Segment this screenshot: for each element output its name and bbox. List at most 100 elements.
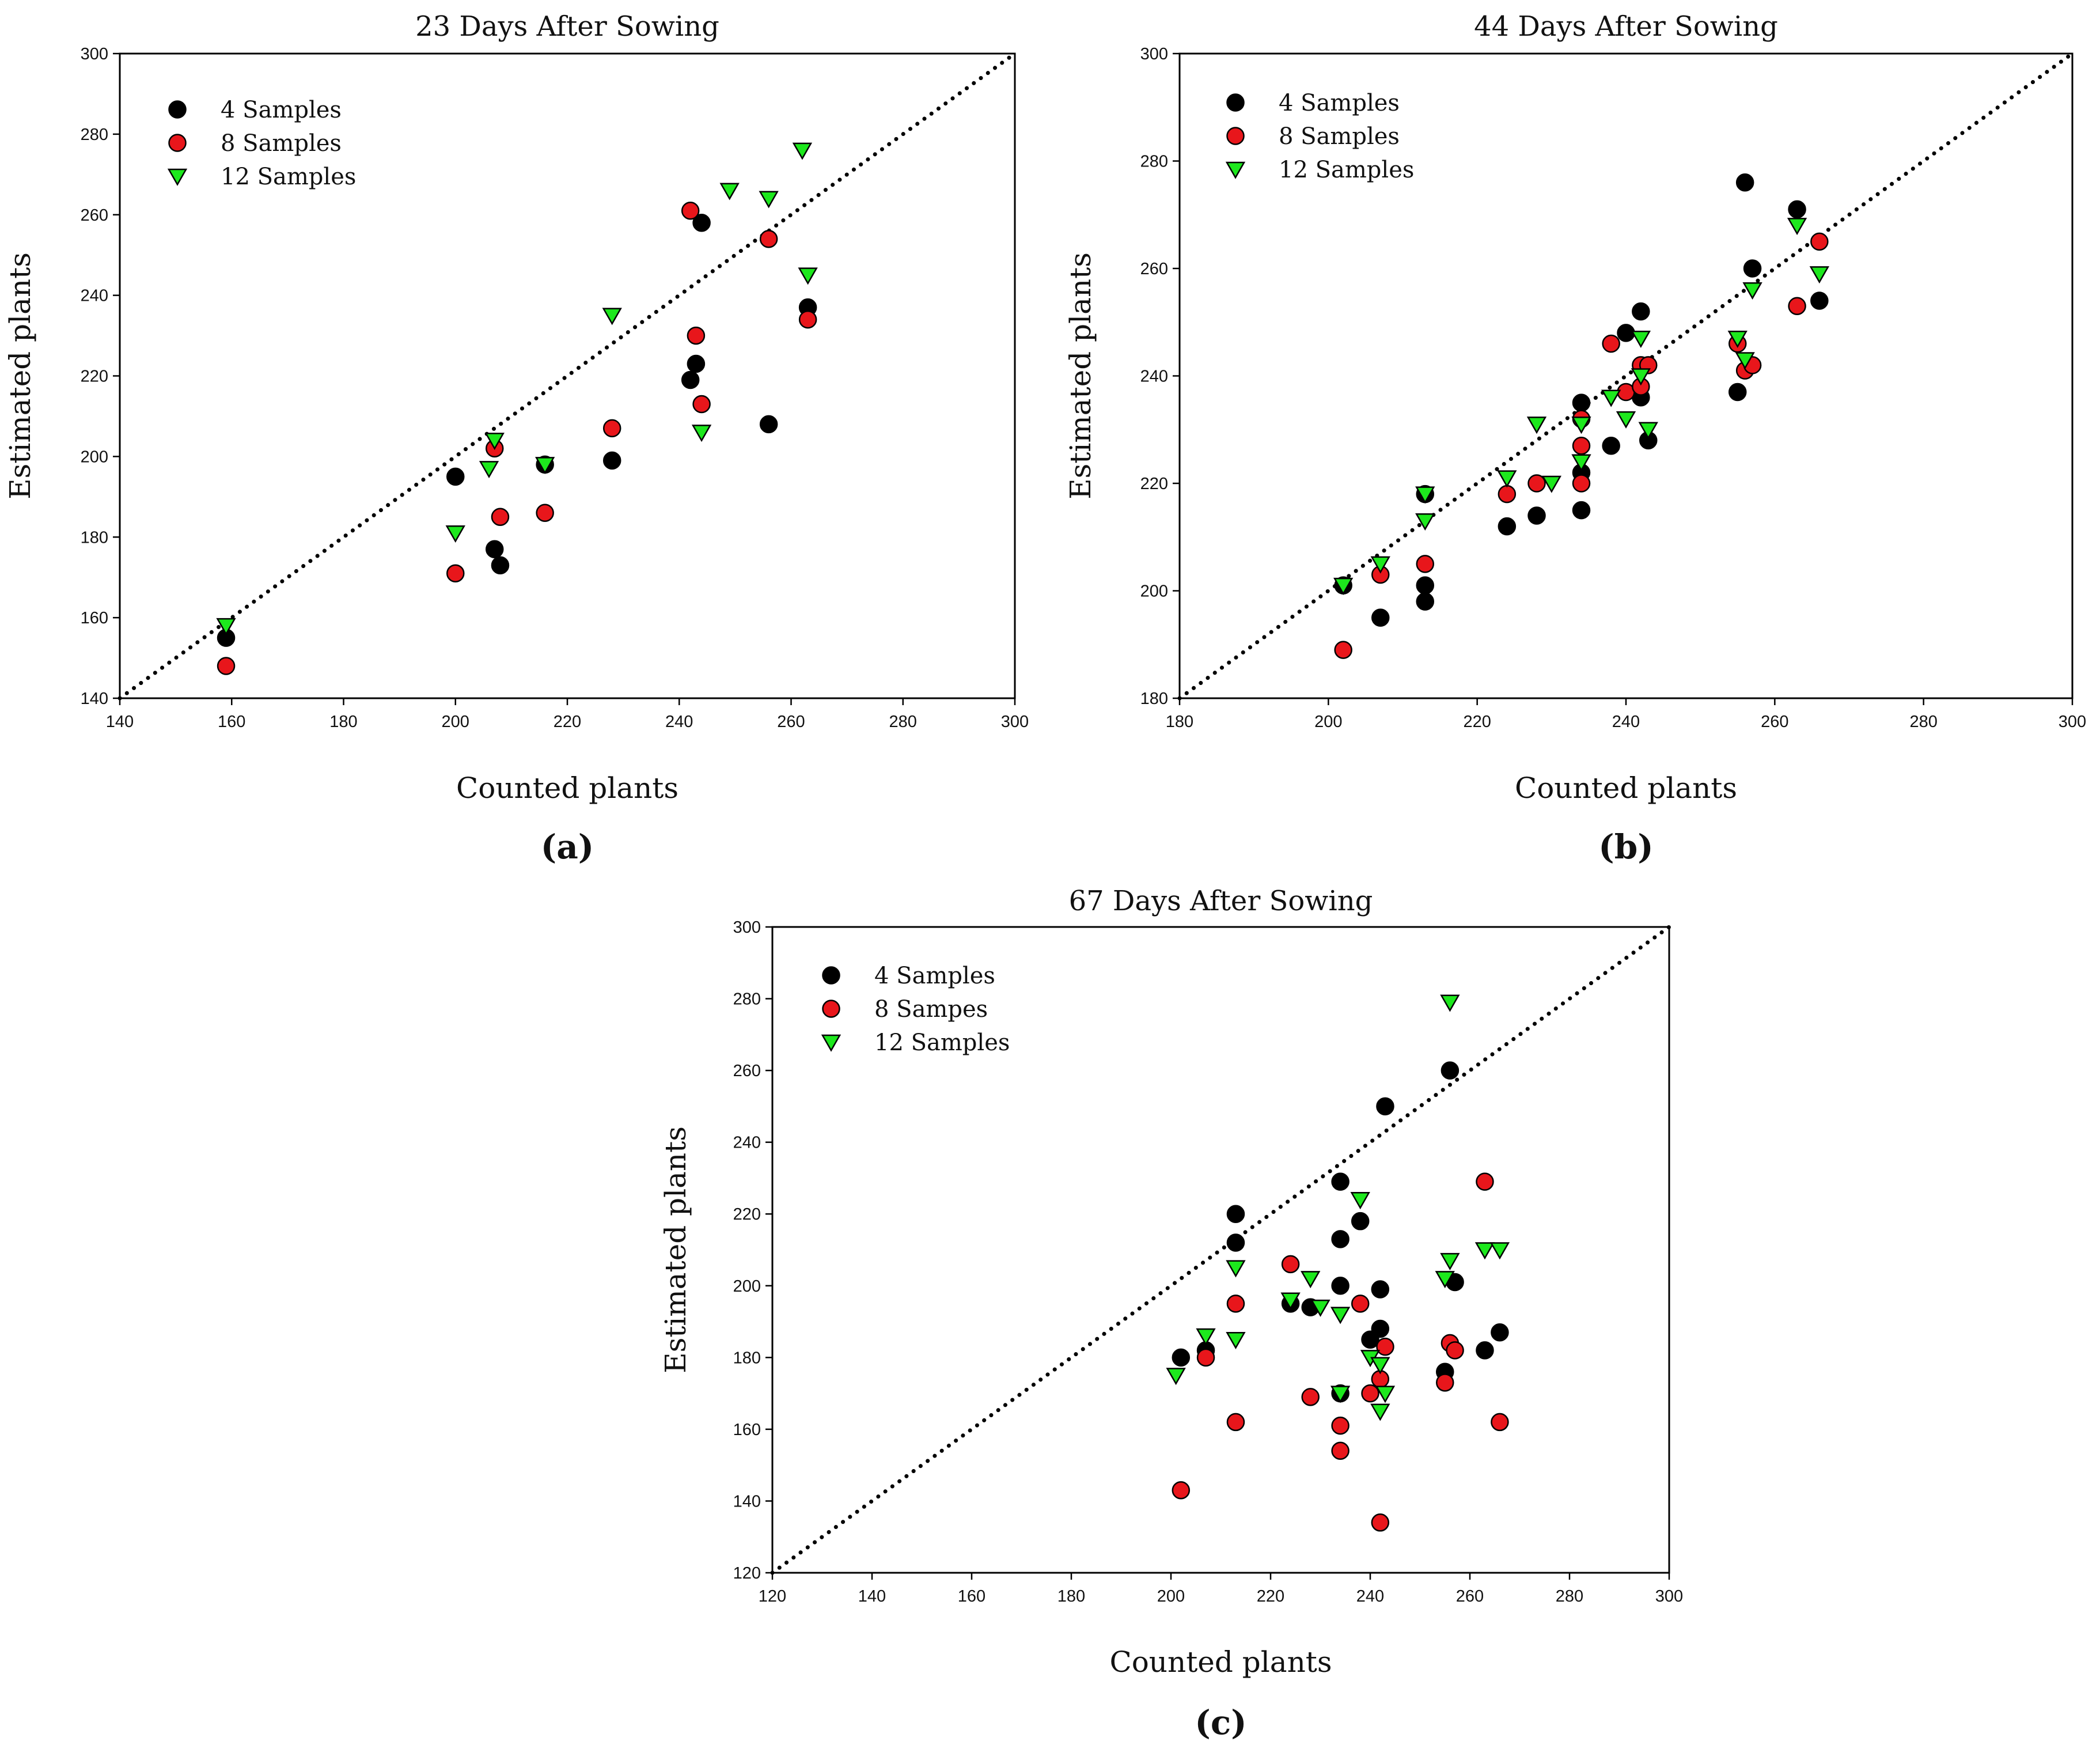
series-2 <box>1172 1172 1509 1532</box>
x-tick-label: 280 <box>1909 713 1937 731</box>
x-tick-label: 300 <box>1655 1587 1683 1606</box>
x-tick-label: 300 <box>2059 713 2086 731</box>
data-point <box>1331 1230 1350 1248</box>
data-point <box>1172 1481 1191 1500</box>
data-point <box>1526 417 1547 434</box>
data-point <box>1334 641 1352 659</box>
y-tick-label: 200 <box>81 448 108 466</box>
data-point <box>1226 1413 1245 1432</box>
data-point <box>1331 1172 1350 1191</box>
y-tick-label: 180 <box>733 1349 761 1367</box>
data-point <box>1196 1328 1216 1346</box>
y-tick-label: 260 <box>733 1062 761 1080</box>
y-tick-label: 300 <box>81 45 108 63</box>
chart-panel-1: 23 Days After Sowing 140 160 180 200 220 240 26… <box>3 10 1029 866</box>
data-point <box>1571 417 1591 434</box>
y-tick-label: 160 <box>81 609 108 627</box>
data-point <box>1416 576 1434 595</box>
data-point <box>1415 513 1435 531</box>
x-tick-label: 260 <box>777 713 805 731</box>
y-tick-label: 260 <box>81 206 108 225</box>
y-tick-label: 220 <box>733 1205 761 1224</box>
data-point <box>1498 517 1517 536</box>
data-point <box>1370 1403 1390 1421</box>
x-tick-label: 240 <box>665 713 693 731</box>
data-point <box>1371 608 1390 627</box>
data-point <box>1333 577 1354 595</box>
data-point <box>1498 485 1517 504</box>
y-axis-label: Estimated plants <box>659 1126 692 1373</box>
data-point <box>1371 1280 1390 1299</box>
panel-label: (a) <box>541 827 594 866</box>
data-point <box>1491 1323 1509 1342</box>
data-point <box>484 433 505 451</box>
x-tick-label: 280 <box>1556 1587 1583 1606</box>
x-tick-label: 220 <box>554 713 581 731</box>
x-tick-label: 140 <box>106 713 134 731</box>
legend: 4 Samples 8 Samples 12 Samples <box>1225 90 1414 183</box>
data-point <box>1331 1416 1350 1435</box>
data-point <box>1602 436 1620 455</box>
x-tick-label: 220 <box>1463 713 1491 731</box>
series-1 <box>1334 173 1829 627</box>
legend-label: 4 Samples <box>1279 90 1400 116</box>
y-tick-label: 220 <box>1140 475 1168 493</box>
y-tick-label: 200 <box>1140 582 1168 601</box>
data-point <box>1440 1252 1460 1270</box>
x-tick-label: 200 <box>1314 713 1342 731</box>
data-point <box>1172 1348 1191 1367</box>
data-point <box>1489 1242 1510 1260</box>
data-point <box>1331 1441 1350 1460</box>
data-point <box>217 657 236 675</box>
data-point <box>1810 292 1829 310</box>
data-point <box>1476 1172 1494 1191</box>
data-point <box>1735 173 1754 192</box>
legend-marker <box>1225 161 1246 179</box>
data-point <box>691 425 712 442</box>
data-point <box>1474 1242 1495 1260</box>
panel-label: (c) <box>1195 1703 1246 1741</box>
data-point <box>479 461 499 479</box>
y-tick-label: 260 <box>1140 260 1168 278</box>
data-point <box>1226 1331 1246 1349</box>
y-tick-label: 240 <box>733 1134 761 1152</box>
data-point <box>1572 474 1591 493</box>
data-point <box>1226 1260 1246 1278</box>
data-point <box>1196 1348 1215 1367</box>
data-point <box>536 504 554 523</box>
data-point <box>491 508 510 527</box>
data-point <box>1491 1413 1509 1432</box>
x-tick-label: 300 <box>1001 713 1029 731</box>
data-point <box>1375 1386 1396 1403</box>
identity-line <box>117 51 1017 701</box>
data-point <box>1601 389 1621 407</box>
data-point <box>692 395 711 414</box>
data-point <box>1446 1341 1464 1360</box>
data-point <box>1527 474 1546 493</box>
legend: 4 Samples 8 Sampes 12 Samples <box>821 963 1010 1056</box>
data-point <box>1572 436 1591 455</box>
data-point <box>1415 486 1435 504</box>
data-point <box>602 419 621 438</box>
chart-panel-3: 67 Days After Sowing 120 140 160 180 200 220 24… <box>659 885 1683 1741</box>
y-tick-label: 300 <box>733 918 761 937</box>
data-point <box>792 142 813 160</box>
x-tick-label: 180 <box>1057 1587 1085 1606</box>
data-point <box>1572 393 1591 412</box>
x-tick-label: 160 <box>218 713 245 731</box>
data-point <box>1435 1271 1455 1289</box>
data-point <box>1617 324 1635 342</box>
data-point <box>1727 330 1748 348</box>
y-tick-label: 220 <box>81 368 108 386</box>
data-point <box>1735 352 1755 370</box>
data-point <box>1809 266 1829 284</box>
legend-marker <box>821 1034 841 1052</box>
data-point <box>681 202 700 220</box>
series-2 <box>217 202 817 675</box>
data-point <box>1810 232 1829 251</box>
data-point <box>759 415 778 434</box>
data-point <box>1310 1299 1330 1317</box>
series-1 <box>217 213 817 647</box>
chart-title: 67 Days After Sowing <box>1069 885 1373 917</box>
data-point <box>1441 1061 1460 1080</box>
